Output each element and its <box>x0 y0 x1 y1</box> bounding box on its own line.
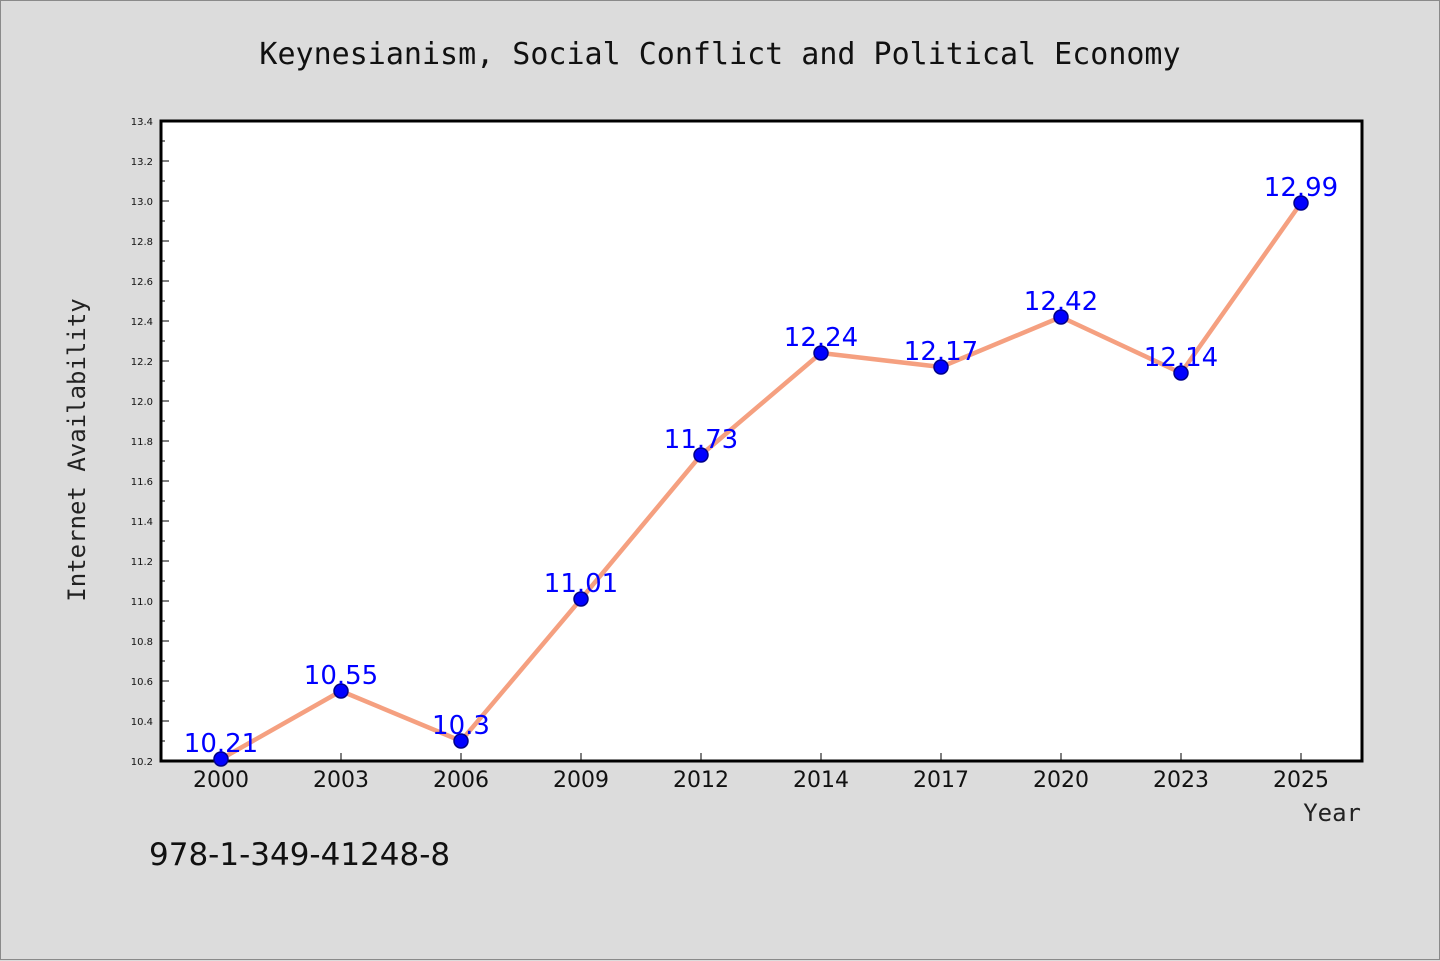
y-tick-label: 11.2 <box>131 557 153 568</box>
y-tick-label: 12.4 <box>131 317 153 328</box>
data-point <box>1173 365 1189 381</box>
isbn-text: 978-1-349-41248-8 <box>149 837 450 873</box>
series-markers <box>213 195 1309 767</box>
data-label: 12.99 <box>1264 173 1338 203</box>
y-tick-label: 10.4 <box>131 717 153 728</box>
x-tick-label: 2023 <box>1153 768 1209 793</box>
y-tick-label: 13.0 <box>131 197 153 208</box>
y-tick-label: 10.2 <box>131 757 153 768</box>
y-tick-label: 11.6 <box>131 477 153 488</box>
x-tick-label: 2000 <box>193 768 249 793</box>
data-point <box>333 683 349 699</box>
chart-title: Keynesianism, Social Conflict and Politi… <box>259 37 1180 72</box>
data-labels: 10.21 10.55 10.3 11.01 11.73 12.24 12.17 12.42 1… <box>184 173 1338 759</box>
y-tick-label: 13.4 <box>131 117 153 128</box>
x-tick-label: 2012 <box>673 768 729 793</box>
y-tick-label: 11.8 <box>131 437 153 448</box>
data-point <box>933 359 949 375</box>
y-tick-label: 11.4 <box>131 517 153 528</box>
x-tick-label: 2025 <box>1273 768 1329 793</box>
y-tick-label: 10.6 <box>131 677 153 688</box>
data-point <box>1293 195 1309 211</box>
x-tick-label: 2020 <box>1033 768 1089 793</box>
x-tick-label: 2006 <box>433 768 489 793</box>
x-tick-label: 2003 <box>313 768 369 793</box>
x-tick-label: 2014 <box>793 768 849 793</box>
data-label: 11.73 <box>664 425 738 455</box>
y-tick-label: 12.8 <box>131 237 153 248</box>
data-point <box>453 733 469 749</box>
data-label: 12.42 <box>1024 287 1098 317</box>
y-tick-label: 11.0 <box>131 597 153 608</box>
data-label: 10.3 <box>432 711 490 741</box>
data-label: 10.55 <box>304 661 378 691</box>
y-tick-label: 13.2 <box>131 157 153 168</box>
data-label: 12.17 <box>904 337 978 367</box>
x-tick-label: 2017 <box>913 768 969 793</box>
y-tick-label: 12.2 <box>131 357 153 368</box>
y-axis-label: Internet Availability <box>63 298 91 601</box>
x-axis: 2000 2003 2006 2009 2012 2014 2017 2020 2023 2025 <box>193 753 1329 793</box>
data-label: 10.21 <box>184 729 258 759</box>
y-tick-label: 12.0 <box>131 397 153 408</box>
y-tick-label: 12.6 <box>131 277 153 288</box>
data-point <box>813 345 829 361</box>
series-line <box>219 201 1303 761</box>
y-axis: 10.2 10.4 10.6 10.8 11.0 11.2 11.4 11.6 11.8 12.0… <box>131 117 169 768</box>
x-tick-label: 2009 <box>553 768 609 793</box>
data-label: 11.01 <box>544 569 618 599</box>
data-point <box>693 447 709 463</box>
data-point <box>573 591 589 607</box>
y-tick-label: 10.8 <box>131 637 153 648</box>
data-point <box>1053 309 1069 325</box>
x-axis-label: Year <box>1303 799 1361 827</box>
data-point <box>213 751 229 767</box>
data-label: 12.14 <box>1144 343 1218 373</box>
plot-area <box>159 119 1364 763</box>
data-label: 12.24 <box>784 323 858 353</box>
